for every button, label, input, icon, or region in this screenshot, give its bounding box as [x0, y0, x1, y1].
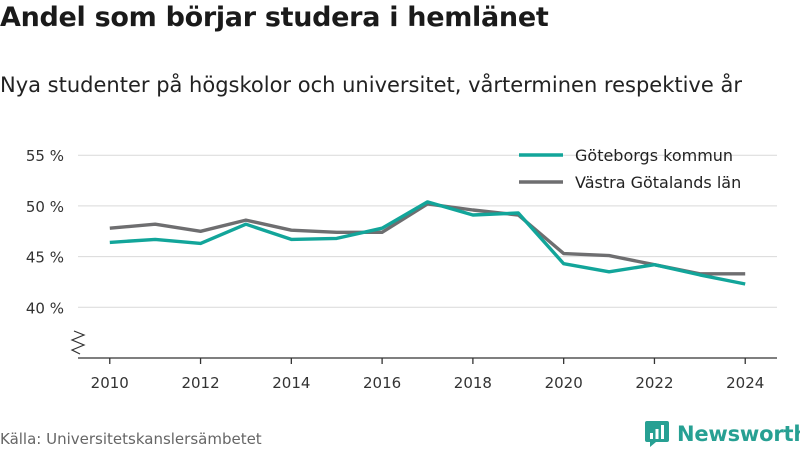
y-tick-label: 45 % — [26, 249, 64, 267]
brand-name: Newsworthy — [677, 422, 800, 446]
chart-subtitle: Nya studenter på högskolor och universit… — [0, 73, 742, 97]
source-note: Källa: Universitetskanslersämbetet — [0, 430, 262, 448]
chart-title: Andel som börjar studera i hemlänet — [0, 2, 549, 33]
y-tick-label: 40 % — [26, 299, 64, 317]
x-tick-label: 2024 — [726, 374, 764, 392]
axis-break-icon — [70, 330, 86, 355]
y-tick-label: 50 % — [26, 198, 64, 216]
x-tick-label: 2012 — [181, 374, 219, 392]
x-tick-label: 2020 — [545, 374, 583, 392]
legend-label: Västra Götalands län — [575, 173, 741, 192]
y-tick-label: 55 % — [26, 147, 64, 165]
x-tick-label: 2016 — [363, 374, 401, 392]
x-tick-label: 2022 — [635, 374, 673, 392]
x-tick-label: 2018 — [454, 374, 492, 392]
x-tick-label: 2010 — [91, 374, 129, 392]
legend-label: Göteborgs kommun — [575, 146, 733, 165]
series-line — [109, 202, 746, 276]
x-tick-label: 2014 — [272, 374, 310, 392]
brand-logo: Newsworthy — [644, 420, 800, 448]
series-line — [109, 200, 746, 286]
newsworthy-logo-icon — [645, 421, 669, 447]
